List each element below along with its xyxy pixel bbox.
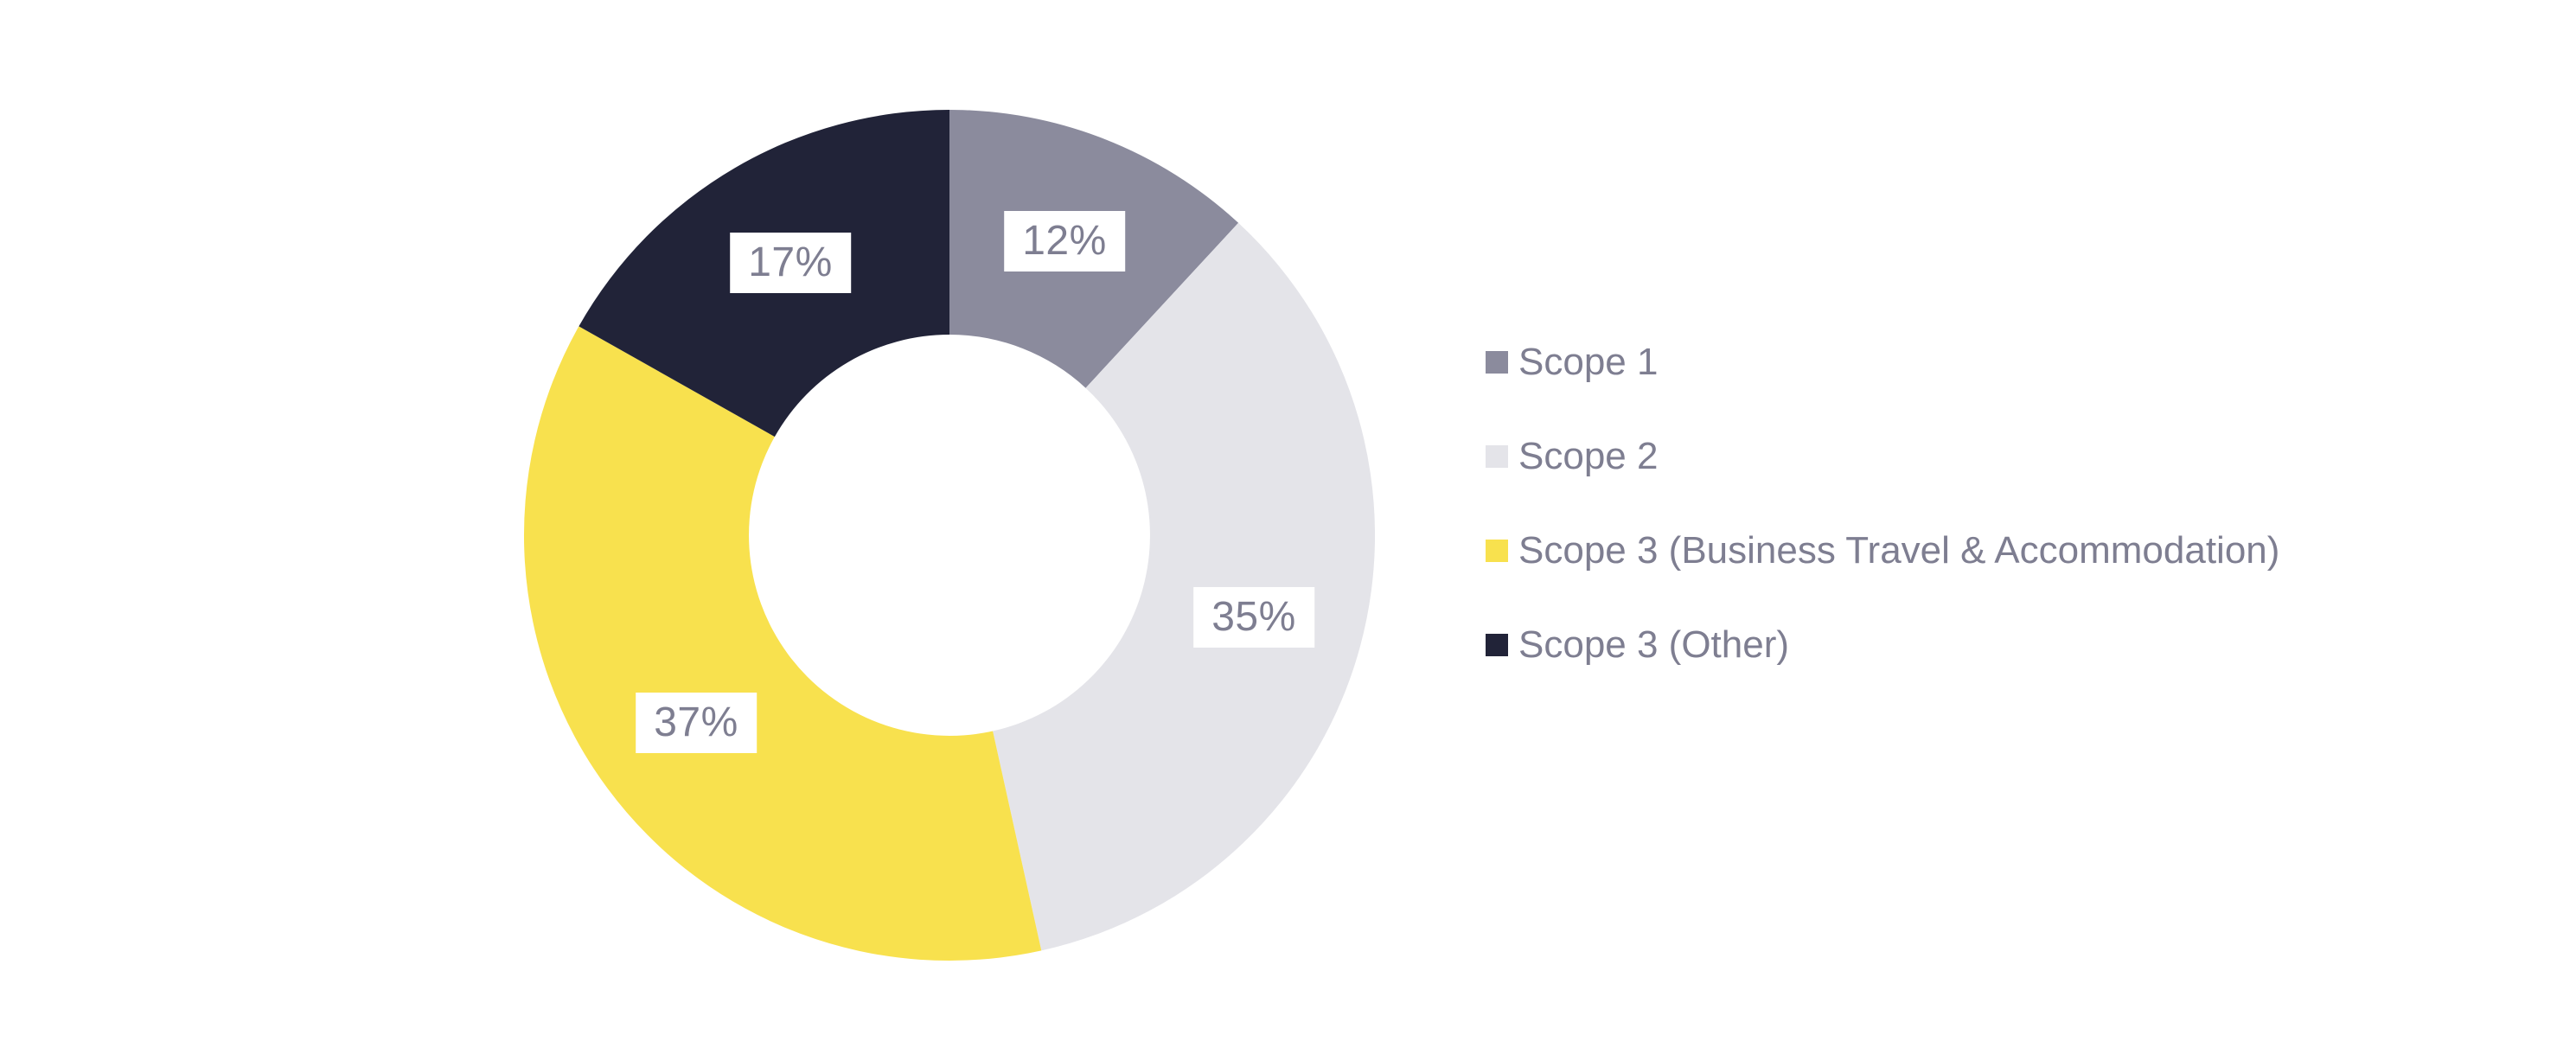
legend-swatch-icon	[1486, 350, 1508, 374]
donut-slice-3[interactable]	[523, 326, 1042, 961]
legend-item-label: Scope 3 (Business Travel & Accommodation…	[1518, 528, 2280, 572]
legend-item-label: Scope 3 (Other)	[1518, 623, 1790, 666]
legend-item-4[interactable]: Scope 3 (Other)	[1486, 622, 2279, 668]
donut-slice-2[interactable]	[993, 222, 1376, 951]
slice-label-4: 17%	[730, 233, 851, 293]
legend-swatch-icon	[1486, 539, 1508, 562]
legend-swatch-icon	[1486, 444, 1508, 468]
legend-item-label: Scope 1	[1518, 340, 1659, 383]
legend-swatch-icon	[1486, 633, 1508, 656]
legend-item-label: Scope 2	[1518, 434, 1659, 477]
legend-item-3[interactable]: Scope 3 (Business Travel & Accommodation…	[1486, 527, 2279, 573]
legend: Scope 1 Scope 2 Scope 3 (Business Travel &…	[1486, 339, 2279, 668]
slice-label-2: 35%	[1193, 587, 1314, 648]
legend-item-2[interactable]: Scope 2	[1486, 433, 2279, 479]
slice-label-3: 37%	[636, 693, 757, 753]
slice-label-1: 12%	[1004, 211, 1125, 271]
legend-item-1[interactable]: Scope 1	[1486, 339, 2279, 385]
